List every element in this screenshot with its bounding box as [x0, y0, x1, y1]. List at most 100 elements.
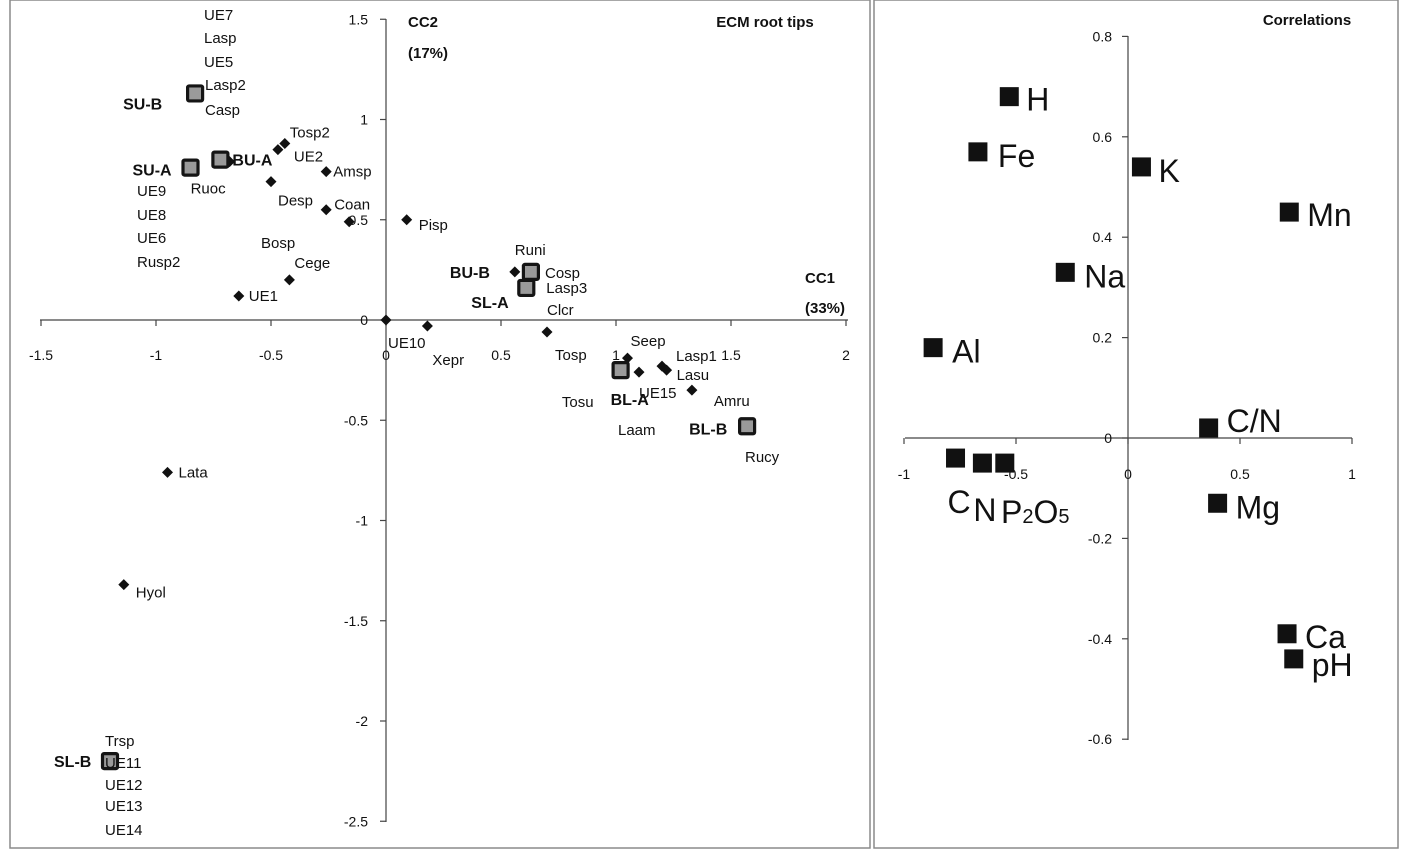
x-tick-label: 0.5: [1230, 466, 1250, 482]
annotation-casp: Casp: [205, 102, 240, 119]
annotation-ue7: UE7: [204, 7, 233, 24]
var-label-al: Al: [952, 334, 980, 370]
site-marker-sl-a: [517, 278, 536, 298]
x-tick-label: -1: [150, 347, 163, 363]
species-label-ruoc: Ruoc: [191, 181, 227, 198]
p2o5-part-o: O: [1033, 494, 1058, 530]
species-label-pisp: Pisp: [419, 217, 448, 234]
site-label-bl-a: BL-A: [611, 392, 650, 409]
var-label-n: N: [973, 492, 996, 528]
annotation-trsp: Trsp: [105, 733, 134, 750]
species-marker-ue10: [380, 314, 392, 326]
y-tick-label: -0.5: [344, 412, 368, 428]
y-axis-label: CC2: [408, 14, 438, 31]
y-tick-label: 0: [1104, 430, 1112, 446]
site-marker-sl-b: [100, 751, 120, 771]
site-label-su-b: SU-B: [123, 96, 162, 113]
site-marker-bl-a: [611, 361, 630, 380]
species-label-tosu: Tosu: [562, 394, 594, 411]
x-tick-label: 1.5: [721, 347, 741, 363]
site-marker-bl-b: [737, 417, 757, 436]
species-label-desp: Desp: [278, 193, 313, 210]
species-label-hyol: Hyol: [136, 585, 166, 602]
var-label-p2o5: P2O5: [1001, 494, 1069, 530]
species-label-xepr: Xepr: [432, 352, 464, 369]
var-label-na: Na: [1084, 258, 1125, 294]
annotation-lasp: Lasp: [204, 30, 237, 47]
site-marker-bu-b: [521, 262, 541, 281]
site-label-bu-a: BU-A: [232, 153, 272, 170]
site-label-bu-b: BU-B: [450, 265, 490, 282]
species-label-tosp: Tosp: [555, 347, 587, 364]
var-marker-p2o5: [995, 453, 1015, 473]
y-tick-label: -2: [356, 713, 369, 729]
site-marker-bu-a: [211, 150, 230, 169]
var-marker-c: [946, 448, 966, 468]
species-label-tosp2: Tosp2: [290, 125, 330, 142]
species-label-coan: Coan: [334, 197, 370, 214]
var-label-c-n: C/N: [1227, 403, 1282, 439]
species-marker-pisp: [401, 214, 413, 226]
y-tick-label: -1: [356, 513, 369, 529]
annotation-ue12: UE12: [105, 777, 143, 794]
y-tick-label: 1.5: [349, 11, 369, 27]
species-marker-cege: [283, 274, 295, 286]
var-label-h: H: [1026, 82, 1049, 118]
species-marker-ue1: [233, 290, 245, 302]
species-label-ue15: UE15: [639, 385, 677, 402]
var-marker-al: [923, 338, 943, 358]
annotation-ue11: UE11: [105, 755, 141, 772]
species-label-cege: Cege: [294, 255, 330, 272]
annotation-ue9: UE9: [137, 183, 166, 200]
var-label-ca: Ca: [1305, 619, 1346, 655]
species-label-lasp3: Lasp3: [546, 280, 587, 297]
y-tick-label: -0.6: [1088, 731, 1112, 747]
annotation-rucy: Rucy: [745, 449, 780, 466]
species-marker-lasu: [661, 364, 673, 376]
right-chart-title: Correlations: [1263, 12, 1351, 29]
species-marker-amru: [686, 384, 698, 396]
species-label-lata: Lata: [179, 464, 209, 481]
var-marker-ph: [1284, 649, 1304, 669]
var-label-fe: Fe: [998, 138, 1035, 174]
y-tick-label: 1: [360, 112, 368, 128]
left-tick-labels: -1.5 -1 -0.5 0 0.5 1 1.5 2 1.5 1 0.5 0 -0.5 -1 -1.5 -2 -…: [29, 11, 850, 829]
species-label-bosp: Bosp: [261, 235, 295, 252]
left-panel-frame: [9, 0, 871, 849]
species-marker-ue15: [633, 366, 645, 378]
x-tick-label: 2: [842, 347, 850, 363]
species-label-seep: Seep: [631, 333, 666, 350]
y-tick-label: -1.5: [344, 613, 368, 629]
x-tick-label: -1: [898, 466, 911, 482]
var-marker-n: [972, 453, 992, 473]
annotation-ue6: UE6: [137, 230, 166, 247]
site-label-sl-b: SL-B: [54, 754, 91, 771]
annotation-ue8: UE8: [137, 207, 166, 224]
var-marker-ca: [1277, 624, 1297, 644]
var-label-c: C: [948, 484, 971, 520]
species-points: Tosp2 UE2 Amsp Ruoc Desp Coan Bosp Pisp Cege UE1 U…: [118, 125, 750, 602]
left-axis-ticks: [40, 18, 847, 822]
x-axis-label-percent: (33%): [805, 300, 845, 317]
species-label-amru: Amru: [714, 393, 750, 410]
species-marker-runi: [509, 266, 521, 278]
species-marker-ue2: [272, 144, 284, 156]
site-points: SU-B SU-A BU-A BU-B SL-A BL-A BL-B SL-B: [54, 84, 757, 771]
species-label-ue1: UE1: [249, 288, 278, 305]
species-label-lasu: Lasu: [677, 367, 710, 384]
species-marker-xepr: [421, 320, 433, 332]
site-label-bl-b: BL-B: [689, 421, 727, 438]
p2o5-part-p: P: [1001, 494, 1022, 530]
annotation-clcr: Clcr: [547, 302, 574, 319]
species-marker-desp: [265, 176, 277, 188]
species-marker-hyol: [118, 579, 130, 591]
x-tick-label: 0: [382, 347, 390, 363]
species-label-ue10: UE10: [388, 335, 426, 352]
species-label-runi: Runi: [515, 242, 546, 259]
species-label-lasp1: Lasp1: [676, 348, 717, 365]
x-tick-label: 0: [1124, 466, 1132, 482]
y-tick-label: 0: [360, 312, 368, 328]
species-marker-coan: [320, 204, 332, 216]
annotation-ue13: UE13: [105, 798, 143, 815]
